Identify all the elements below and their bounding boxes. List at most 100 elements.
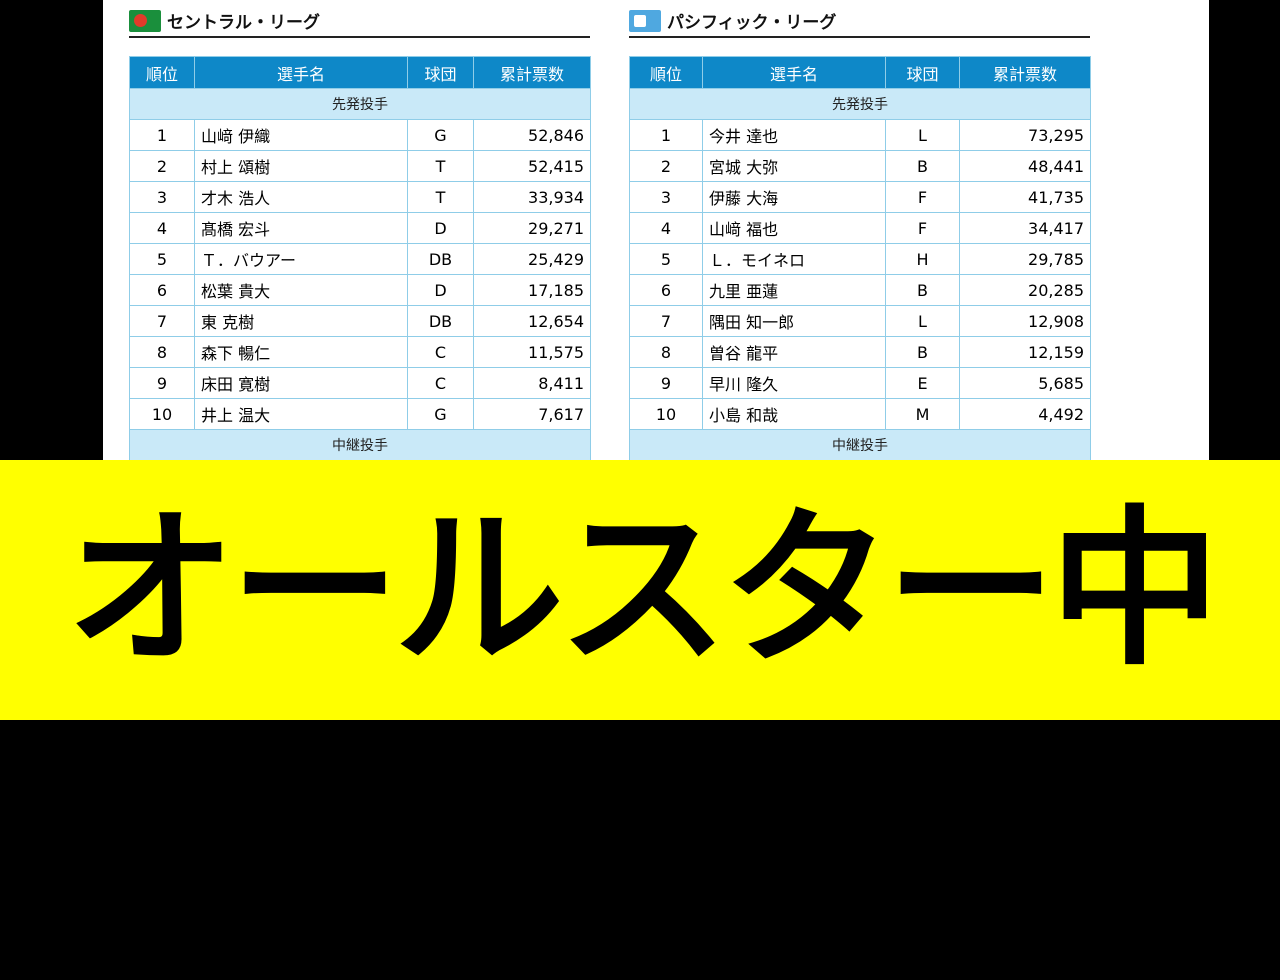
team-cell: C bbox=[407, 367, 474, 399]
team-cell: F bbox=[885, 181, 960, 213]
team-cell: G bbox=[407, 119, 474, 151]
votes-cell: 73,295 bbox=[959, 119, 1091, 151]
rank-cell: 8 bbox=[629, 336, 703, 368]
col-header-rank: 順位 bbox=[629, 56, 703, 89]
team-cell: DB bbox=[407, 243, 474, 275]
col-header-player: 選手名 bbox=[194, 56, 408, 89]
section-row: 先発投手 bbox=[629, 88, 1091, 120]
pacific-league-header: パシフィック・リーグ bbox=[629, 0, 1090, 38]
player-name-cell: 髙橋 宏斗 bbox=[194, 212, 408, 244]
player-name-cell: 隅田 知一郎 bbox=[702, 305, 886, 337]
votes-cell: 7,617 bbox=[473, 398, 591, 430]
player-name-cell: 松葉 貴大 bbox=[194, 274, 408, 306]
team-cell: F bbox=[885, 212, 960, 244]
team-cell: E bbox=[885, 367, 960, 399]
pacific-table-body: 先発投手 1 今井 達也 L 73,295 2 宮城 大弥 B 48,441 3 伊藤 大海 F 41,… bbox=[629, 88, 1091, 460]
section-label: 先発投手 bbox=[629, 88, 1091, 120]
section-row: 中継投手 bbox=[629, 429, 1091, 460]
table-row: 10 小島 和哉 M 4,492 bbox=[629, 398, 1091, 430]
votes-cell: 34,417 bbox=[959, 212, 1091, 244]
rank-cell: 6 bbox=[629, 274, 703, 306]
section-label: 先発投手 bbox=[129, 88, 591, 120]
table-row: 6 松葉 貴大 D 17,185 bbox=[129, 274, 591, 306]
table-row: 9 早川 隆久 E 5,685 bbox=[629, 367, 1091, 399]
next-section-label: 中継投手 bbox=[629, 429, 1091, 460]
rank-cell: 10 bbox=[129, 398, 195, 430]
rank-cell: 4 bbox=[629, 212, 703, 244]
table-row: 3 才木 浩人 T 33,934 bbox=[129, 181, 591, 213]
team-cell: B bbox=[885, 150, 960, 182]
votes-cell: 48,441 bbox=[959, 150, 1091, 182]
col-header-team: 球団 bbox=[407, 56, 474, 89]
team-cell: M bbox=[885, 398, 960, 430]
rank-cell: 5 bbox=[129, 243, 195, 275]
team-cell: H bbox=[885, 243, 960, 275]
rank-cell: 1 bbox=[129, 119, 195, 151]
central-league-header: セントラル・リーグ bbox=[129, 0, 590, 38]
votes-cell: 41,735 bbox=[959, 181, 1091, 213]
votes-cell: 8,411 bbox=[473, 367, 591, 399]
central-league-logo-icon bbox=[129, 10, 161, 32]
votes-cell: 5,685 bbox=[959, 367, 1091, 399]
table-row: 6 九里 亜蓮 B 20,285 bbox=[629, 274, 1091, 306]
table-row: 7 隅田 知一郎 L 12,908 bbox=[629, 305, 1091, 337]
player-name-cell: Ｌ．モイネロ bbox=[702, 243, 886, 275]
rank-cell: 8 bbox=[129, 336, 195, 368]
central-table-body: 先発投手 1 山﨑 伊織 G 52,846 2 村上 頌樹 T 52,415 3 才木 浩人 T 33,… bbox=[129, 88, 591, 460]
rank-cell: 1 bbox=[629, 119, 703, 151]
col-header-player: 選手名 bbox=[702, 56, 886, 89]
rank-cell: 3 bbox=[629, 181, 703, 213]
player-name-cell: 小島 和哉 bbox=[702, 398, 886, 430]
col-header-rank: 順位 bbox=[129, 56, 195, 89]
col-header-team: 球団 bbox=[885, 56, 960, 89]
pacific-league-title: パシフィック・リーグ bbox=[667, 13, 837, 33]
team-cell: L bbox=[885, 119, 960, 151]
team-cell: D bbox=[407, 274, 474, 306]
player-name-cell: 山﨑 伊織 bbox=[194, 119, 408, 151]
banner-title: オールスター中間発表 bbox=[65, 491, 1220, 949]
rank-cell: 4 bbox=[129, 212, 195, 244]
team-cell: B bbox=[885, 336, 960, 368]
player-name-cell: 村上 頌樹 bbox=[194, 150, 408, 182]
central-league-title: セントラル・リーグ bbox=[167, 13, 320, 33]
table-header-row: 順位 選手名 球団 累計票数 bbox=[629, 56, 1091, 89]
player-name-cell: 床田 寛樹 bbox=[194, 367, 408, 399]
votes-cell: 25,429 bbox=[473, 243, 591, 275]
team-cell: T bbox=[407, 181, 474, 213]
team-cell: B bbox=[885, 274, 960, 306]
section-row: 中継投手 bbox=[129, 429, 591, 460]
team-cell: D bbox=[407, 212, 474, 244]
table-row: 1 山﨑 伊織 G 52,846 bbox=[129, 119, 591, 151]
votes-cell: 11,575 bbox=[473, 336, 591, 368]
player-name-cell: 宮城 大弥 bbox=[702, 150, 886, 182]
rank-cell: 9 bbox=[129, 367, 195, 399]
standings-page: セントラル・リーグ 順位 選手名 球団 累計票数 先発投手 1 山﨑 伊織 G 52,8… bbox=[103, 0, 1209, 460]
central-league-panel: セントラル・リーグ 順位 選手名 球団 累計票数 先発投手 1 山﨑 伊織 G 52,8… bbox=[129, 0, 591, 460]
votes-cell: 20,285 bbox=[959, 274, 1091, 306]
team-cell: G bbox=[407, 398, 474, 430]
rank-cell: 10 bbox=[629, 398, 703, 430]
rank-cell: 9 bbox=[629, 367, 703, 399]
votes-cell: 17,185 bbox=[473, 274, 591, 306]
col-header-votes: 累計票数 bbox=[959, 56, 1091, 89]
table-row: 1 今井 達也 L 73,295 bbox=[629, 119, 1091, 151]
table-row: 5 Ｌ．モイネロ H 29,785 bbox=[629, 243, 1091, 275]
table-row: 2 村上 頌樹 T 52,415 bbox=[129, 150, 591, 182]
player-name-cell: 森下 暢仁 bbox=[194, 336, 408, 368]
votes-cell: 52,415 bbox=[473, 150, 591, 182]
rank-cell: 5 bbox=[629, 243, 703, 275]
title-banner: オールスター中間発表 bbox=[0, 460, 1280, 949]
table-row: 4 山﨑 福也 F 34,417 bbox=[629, 212, 1091, 244]
table-row: 4 髙橋 宏斗 D 29,271 bbox=[129, 212, 591, 244]
votes-cell: 12,654 bbox=[473, 305, 591, 337]
team-cell: DB bbox=[407, 305, 474, 337]
table-row: 10 井上 温大 G 7,617 bbox=[129, 398, 591, 430]
player-name-cell: Ｔ．バウアー bbox=[194, 243, 408, 275]
votes-cell: 12,908 bbox=[959, 305, 1091, 337]
table-row: 3 伊藤 大海 F 41,735 bbox=[629, 181, 1091, 213]
table-header-row: 順位 選手名 球団 累計票数 bbox=[129, 56, 591, 89]
pacific-league-table: 順位 選手名 球団 累計票数 先発投手 1 今井 達也 L 73,295 2 宮城 大弥 B 4… bbox=[629, 56, 1091, 460]
pacific-league-panel: パシフィック・リーグ 順位 選手名 球団 累計票数 先発投手 1 今井 達也 L 73,… bbox=[629, 0, 1091, 460]
player-name-cell: 今井 達也 bbox=[702, 119, 886, 151]
player-name-cell: 山﨑 福也 bbox=[702, 212, 886, 244]
